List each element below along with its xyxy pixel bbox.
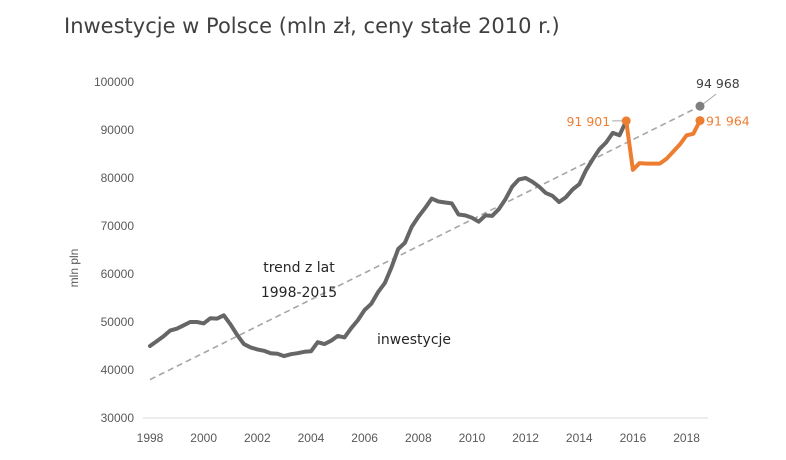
x-tick-label: 2000: [190, 431, 217, 445]
trend-line: [149, 105, 701, 381]
x-tick-label: 2002: [244, 431, 271, 445]
y-tick-label: 90000: [101, 123, 135, 137]
x-tick-label: 2018: [673, 431, 700, 445]
x-tick-label: 2006: [351, 431, 378, 445]
y-axis-ticks: 30000 40000 50000 60000 70000 80000 90000 10000…: [94, 75, 134, 425]
y-tick-label: 80000: [101, 171, 135, 185]
chart-title: Inwestycje w Polsce (mln zł, ceny stałe …: [64, 14, 560, 38]
trend-annotation-line1: trend z lat: [263, 260, 335, 276]
y-tick-label: 40000: [101, 363, 135, 377]
x-tick-label: 2016: [620, 431, 647, 445]
x-tick-label: 2014: [566, 431, 593, 445]
investment-line: [148, 118, 629, 359]
point-forecast-end: [695, 116, 705, 126]
trend-annotation-line2: 1998-2015: [261, 285, 337, 301]
point-trend-end: [695, 101, 705, 111]
x-tick-label: 2004: [298, 431, 325, 445]
investment-annotation: inwestycje: [377, 332, 451, 348]
y-tick-label: 50000: [101, 315, 135, 329]
y-tick-label: 70000: [101, 219, 135, 233]
x-axis-ticks: 1998 2000 2002 2004 2006 2008 2010 2012 2014 2016…: [137, 431, 701, 445]
y-tick-label: 30000: [101, 411, 135, 425]
data-label-91964: 91 964: [706, 114, 750, 129]
data-label-94968: 94 968: [696, 76, 740, 91]
y-tick-label: 60000: [101, 267, 135, 281]
point-investment-end: [621, 116, 631, 126]
y-axis-label: mln pln: [67, 249, 81, 288]
x-tick-label: 2008: [405, 431, 432, 445]
label-leader-trend: [702, 93, 717, 105]
forecast-line: [624, 118, 702, 172]
data-label-91901: 91 901: [566, 114, 610, 129]
x-tick-label: 1998: [137, 431, 164, 445]
y-tick-label: 100000: [94, 75, 134, 89]
x-tick-label: 2010: [459, 431, 486, 445]
x-tick-label: 2012: [512, 431, 539, 445]
